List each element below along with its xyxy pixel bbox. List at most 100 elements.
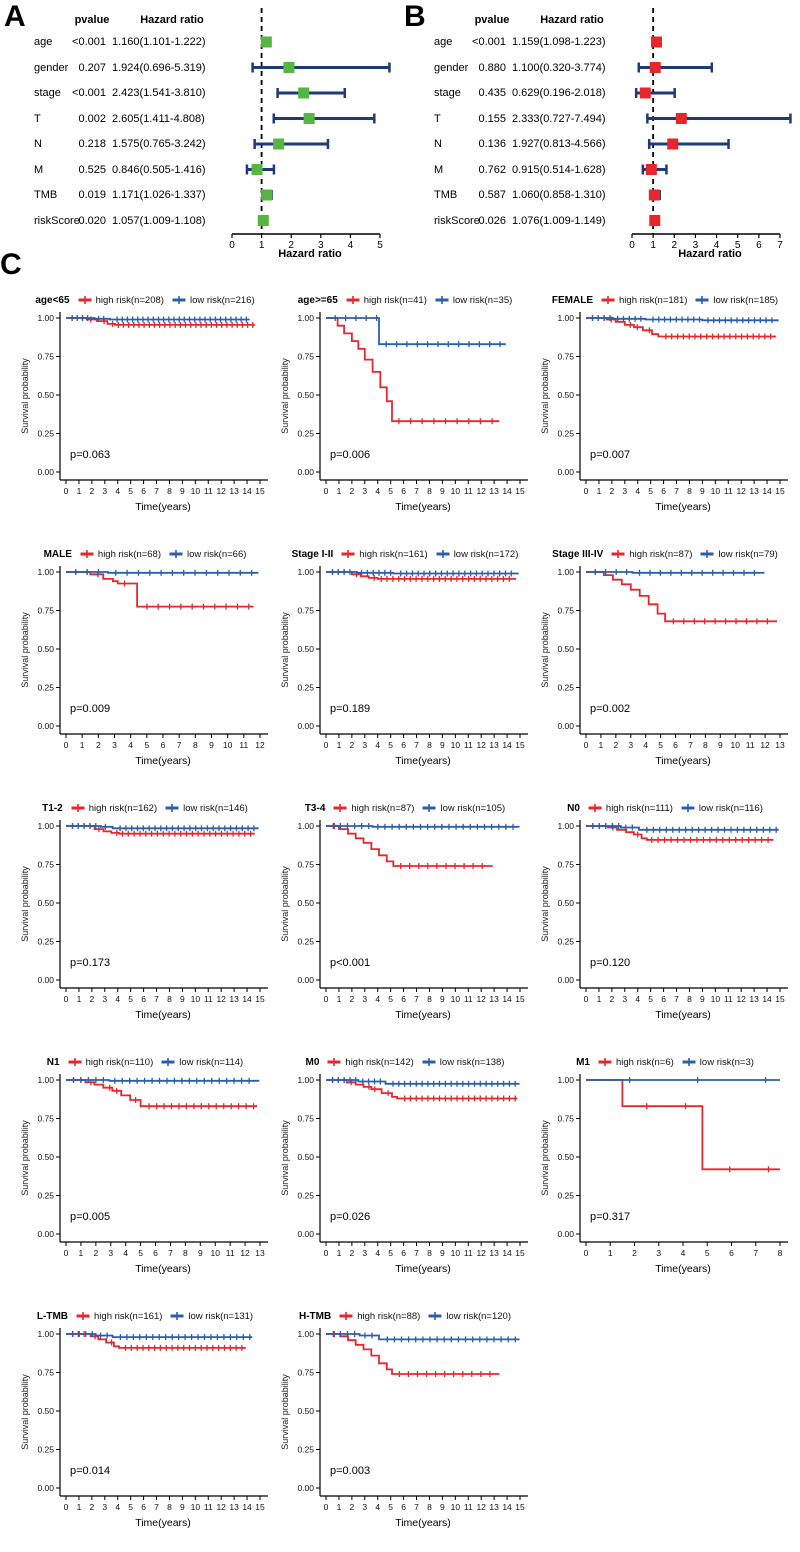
km-curve-low-risk (326, 571, 519, 575)
km-subgroup-title: T3-4 (304, 802, 326, 814)
y-axis-title: Survival probability (20, 1374, 30, 1450)
km-legend: H-TMB high risk(n=88) low risk(n=120) (280, 1308, 530, 1324)
hazard-ratio-cell: 2.605(1.411-4.808) (112, 112, 205, 125)
low-risk-label: low risk(n=120) (446, 1310, 511, 1322)
x-tick-label: 8 (687, 486, 692, 496)
x-tick-label: 7 (674, 994, 679, 1004)
y-tick-label: 0.75 (557, 860, 574, 870)
y-tick-label: 0.00 (557, 975, 574, 985)
x-tick-label: 12 (216, 486, 226, 496)
km-curve-low-risk (66, 1333, 253, 1338)
low-risk-line-icon (165, 804, 179, 812)
x-tick-label: 14 (502, 740, 512, 750)
km-curve-low-risk (326, 825, 520, 828)
high-risk-line-icon (333, 804, 347, 812)
x-tick-label: 7 (674, 486, 679, 496)
high-risk-line-icon (346, 296, 360, 304)
hr-marker (648, 189, 660, 201)
x-tick-label: 4 (714, 240, 720, 251)
x-tick-label: 14 (502, 1502, 512, 1512)
hr-marker (303, 113, 315, 124)
hr-marker (298, 87, 310, 99)
x-tick-label: 3 (112, 740, 117, 750)
y-axis-title: Survival probability (540, 866, 550, 942)
forest-plot-b: 0 1 2 3 4 5 6 7 (629, 8, 792, 251)
x-tick-label: 0 (584, 486, 589, 496)
x-tick-label: 11 (724, 486, 733, 496)
y-tick-label: 0.50 (297, 390, 314, 400)
forest-row: TMB 0.019 1.171(1.026-1.337) (0, 187, 226, 203)
y-tick-label: 0.75 (557, 606, 574, 616)
x-tick-label: 8 (167, 994, 172, 1004)
x-tick-label: 2 (89, 486, 94, 496)
low-risk-line-icon (428, 1312, 442, 1320)
hazard-ratio-cell: 0.629(0.196-2.018) (512, 87, 606, 99)
hazard-ratio-cell: 0.915(0.514-1.628) (512, 163, 606, 176)
x-tick-label: 6 (141, 1502, 146, 1512)
y-tick-label: 0.25 (37, 937, 54, 947)
y-axis-title: Survival probability (20, 866, 30, 942)
x-tick-label: 15 (515, 1248, 525, 1258)
y-axis-title: Survival probability (540, 612, 550, 688)
x-tick-label: 15 (775, 994, 785, 1004)
km-curve-high-risk (586, 1079, 780, 1171)
x-tick-label: 9 (180, 994, 185, 1004)
y-axis-title: Survival probability (280, 358, 290, 434)
x-tick-label: 8 (427, 740, 432, 750)
legend-high-risk: high risk(n=110) (67, 1057, 153, 1068)
forest-row: gender 0.880 1.100(0.320-3.774) (400, 60, 626, 76)
low-risk-label: low risk(n=66) (187, 548, 247, 560)
hazard-ratio-cell: 2.333(0.727-7.494) (512, 112, 606, 125)
x-tick-label: 6 (401, 486, 406, 496)
x-tick-label: 5 (388, 486, 393, 496)
km-chart: 0.00 0.25 0.50 0.75 1.00 Survival probability… (280, 1328, 528, 1529)
x-tick-label: 11 (464, 740, 473, 750)
x-axis-title: Time(years) (395, 755, 451, 767)
x-tick-label: 1 (80, 740, 85, 750)
x-axis-title: Time(years) (395, 1009, 451, 1021)
forest-row: N 0.218 1.575(0.765-3.242) (0, 136, 226, 152)
x-tick-label: 8 (427, 486, 432, 496)
forest-row: M 0.762 0.915(0.514-1.628) (400, 162, 626, 178)
legend-low-risk: low risk(n=185) (694, 295, 778, 306)
forest-row: age <0.001 1.160(1.101-1.222) (0, 34, 226, 50)
x-tick-label: 10 (191, 1502, 201, 1512)
legend-low-risk: low risk(n=138) (421, 1057, 504, 1068)
km-subgroup-title: age<65 (35, 294, 70, 306)
km-plot-cell: N0 high risk(n=111) low risk(n=116) 0.00… (540, 800, 790, 1044)
x-tick-label: 10 (711, 994, 721, 1004)
x-tick-label: 11 (226, 1248, 235, 1258)
x-tick-label: 2 (93, 1248, 98, 1258)
high-risk-label: high risk(n=161) (94, 1310, 163, 1322)
pvalue-annotation: p=0.189 (330, 703, 370, 715)
x-tick-label: 13 (749, 994, 759, 1004)
x-tick-label: 4 (115, 994, 120, 1004)
x-tick-label: 2 (613, 740, 618, 750)
y-tick-label: 0.50 (37, 644, 54, 654)
y-tick-label: 0.50 (297, 1406, 314, 1416)
high-risk-label: high risk(n=87) (629, 548, 693, 560)
y-tick-label: 0.75 (297, 1368, 314, 1378)
forest-plot-a: 0 1 2 3 4 5 (229, 8, 391, 251)
low-risk-line-icon (681, 804, 695, 812)
x-tick-label: 3 (656, 1248, 661, 1258)
x-tick-label: 8 (183, 1248, 188, 1258)
y-tick-label: 0.00 (297, 467, 314, 477)
variable-name: N (34, 138, 42, 150)
x-axis-title: Time(years) (135, 1517, 191, 1529)
hr-marker (273, 138, 285, 150)
hazard-ratio-cell: 1.100(0.320-3.774) (512, 61, 606, 74)
y-tick-label: 0.00 (557, 467, 574, 477)
low-risk-label: low risk(n=172) (453, 548, 519, 560)
x-tick-label: 5 (648, 994, 653, 1004)
x-tick-label: 6 (661, 994, 666, 1004)
km-chart: 0.00 0.25 0.50 0.75 1.00 Survival probability… (20, 1328, 268, 1529)
x-tick-label: 4 (128, 740, 133, 750)
forest-panel-a: A pvalue Hazard ratio age <0.001 1.160(1… (0, 0, 400, 266)
low-risk-label: low risk(n=114) (179, 1056, 244, 1068)
x-axis-title: Time(years) (655, 501, 711, 513)
low-risk-line-icon (436, 550, 450, 558)
y-tick-label: 0.50 (37, 1406, 54, 1416)
low-risk-label: low risk(n=216) (189, 294, 255, 306)
x-tick-label: 6 (141, 994, 146, 1004)
